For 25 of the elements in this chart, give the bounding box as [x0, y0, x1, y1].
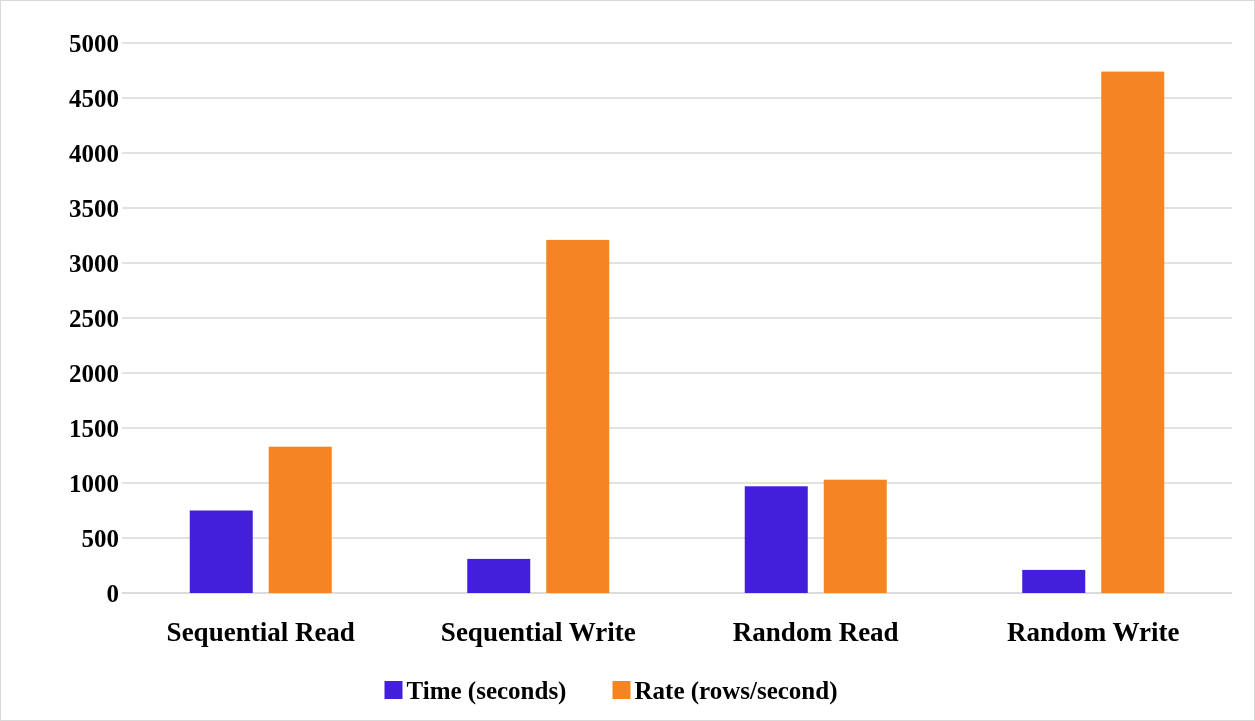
legend-label: Time (seconds) — [406, 676, 567, 705]
y-tick-label: 4500 — [69, 84, 119, 112]
x-tick-label: Random Write — [1007, 617, 1180, 647]
y-tick-label: 0 — [106, 579, 119, 607]
y-tick-label: 4000 — [69, 139, 119, 167]
y-tick-label: 3000 — [69, 249, 119, 277]
y-tick-label: 500 — [81, 524, 119, 552]
y-tick-label: 1000 — [69, 469, 119, 497]
bar — [467, 558, 531, 593]
legend-label: Rate (rows/second) — [634, 676, 838, 705]
y-tick-label: 3500 — [69, 194, 119, 222]
y-tick-label: 5000 — [69, 29, 119, 57]
bar — [1022, 569, 1086, 593]
x-tick-label: Sequential Read — [166, 617, 355, 647]
y-tick-label: 2000 — [69, 359, 119, 387]
bar — [189, 510, 253, 593]
bar — [546, 239, 610, 593]
bar — [268, 446, 332, 593]
bar — [744, 486, 808, 593]
x-tick-label: Random Read — [732, 617, 899, 647]
bar — [1101, 71, 1165, 593]
y-tick-label: 1500 — [69, 414, 119, 442]
bar — [823, 479, 887, 593]
x-tick-label: Sequential Write — [440, 617, 636, 647]
y-tick-label: 2500 — [69, 304, 119, 332]
